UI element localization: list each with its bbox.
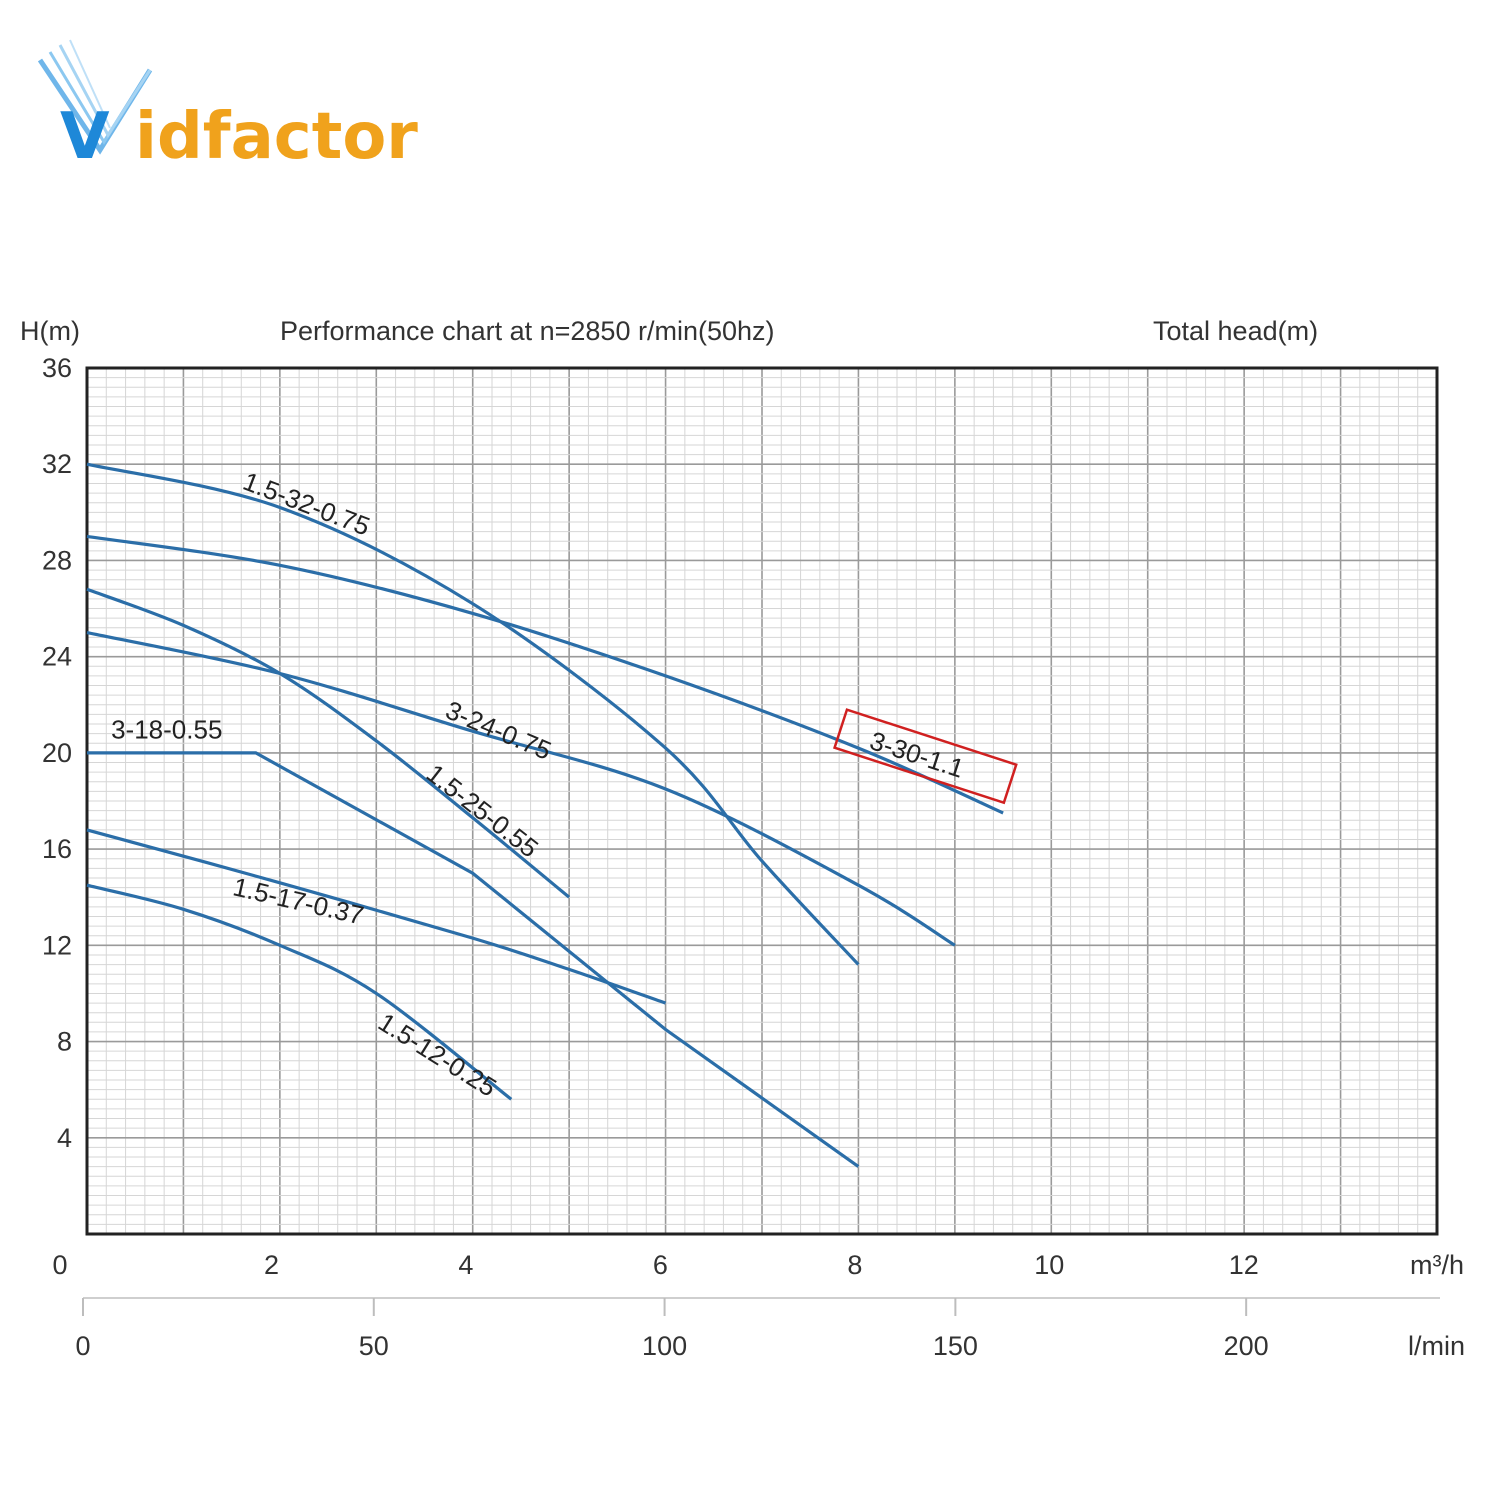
chart-title: Performance chart at n=2850 r/min(50hz) [280,316,775,346]
series-label-group: 3-18-0.55 [111,715,222,745]
y-tick-label: 28 [42,545,72,575]
x2-tick-label: 200 [1224,1331,1269,1361]
series-label: 3-18-0.55 [111,715,222,745]
logo-wordmark: idfactor [135,100,418,174]
logo: V idfactor [37,39,418,174]
x-tick-label: 0 [52,1250,67,1280]
y-tick-label: 20 [42,738,72,768]
y-axis-label: H(m) [20,316,80,346]
y-tick-label: 16 [42,834,72,864]
logo-initial: V [60,100,110,174]
series-line-3-24-0.75 [86,631,956,947]
y-tick-label: 32 [42,449,72,479]
x2-tick-label: 100 [642,1331,687,1361]
y-tick-label: 12 [42,930,72,960]
x-tick-label: 4 [458,1250,473,1280]
grid [85,366,1439,1236]
x-tick-label: 6 [653,1250,668,1280]
x-tick-label: 2 [264,1250,279,1280]
x2-axis-unit: l/min [1408,1331,1465,1361]
curves [86,462,1004,1168]
highlight-box [833,708,1018,805]
logo-wing-icon [37,39,153,155]
series-line-1.5-17-0.37 [86,828,667,1005]
right-header: Total head(m) [1153,316,1318,346]
x-tick-label: 8 [847,1250,862,1280]
y-tick-label: 8 [57,1027,72,1057]
plot-frame [85,366,1439,1236]
series-line-1.5-25-0.55 [86,587,571,899]
y-tick-label: 24 [42,642,72,672]
x2-tick-label: 0 [75,1331,90,1361]
x2-tick-label: 150 [933,1331,978,1361]
series-line-1.5-12-0.25 [86,883,513,1101]
x-tick-label: 12 [1229,1250,1259,1280]
x2-tick-label: 50 [359,1331,389,1361]
x-tick-label: 10 [1034,1250,1064,1280]
y-tick-label: 36 [42,353,72,383]
series-line-3-30-1.1 [86,534,1004,815]
x-axis-unit: m³/h [1410,1250,1464,1280]
series-line-3-18-0.55 [87,751,860,1168]
series-line-1.5-32-0.75 [86,462,860,966]
y-tick-label: 4 [57,1123,72,1153]
